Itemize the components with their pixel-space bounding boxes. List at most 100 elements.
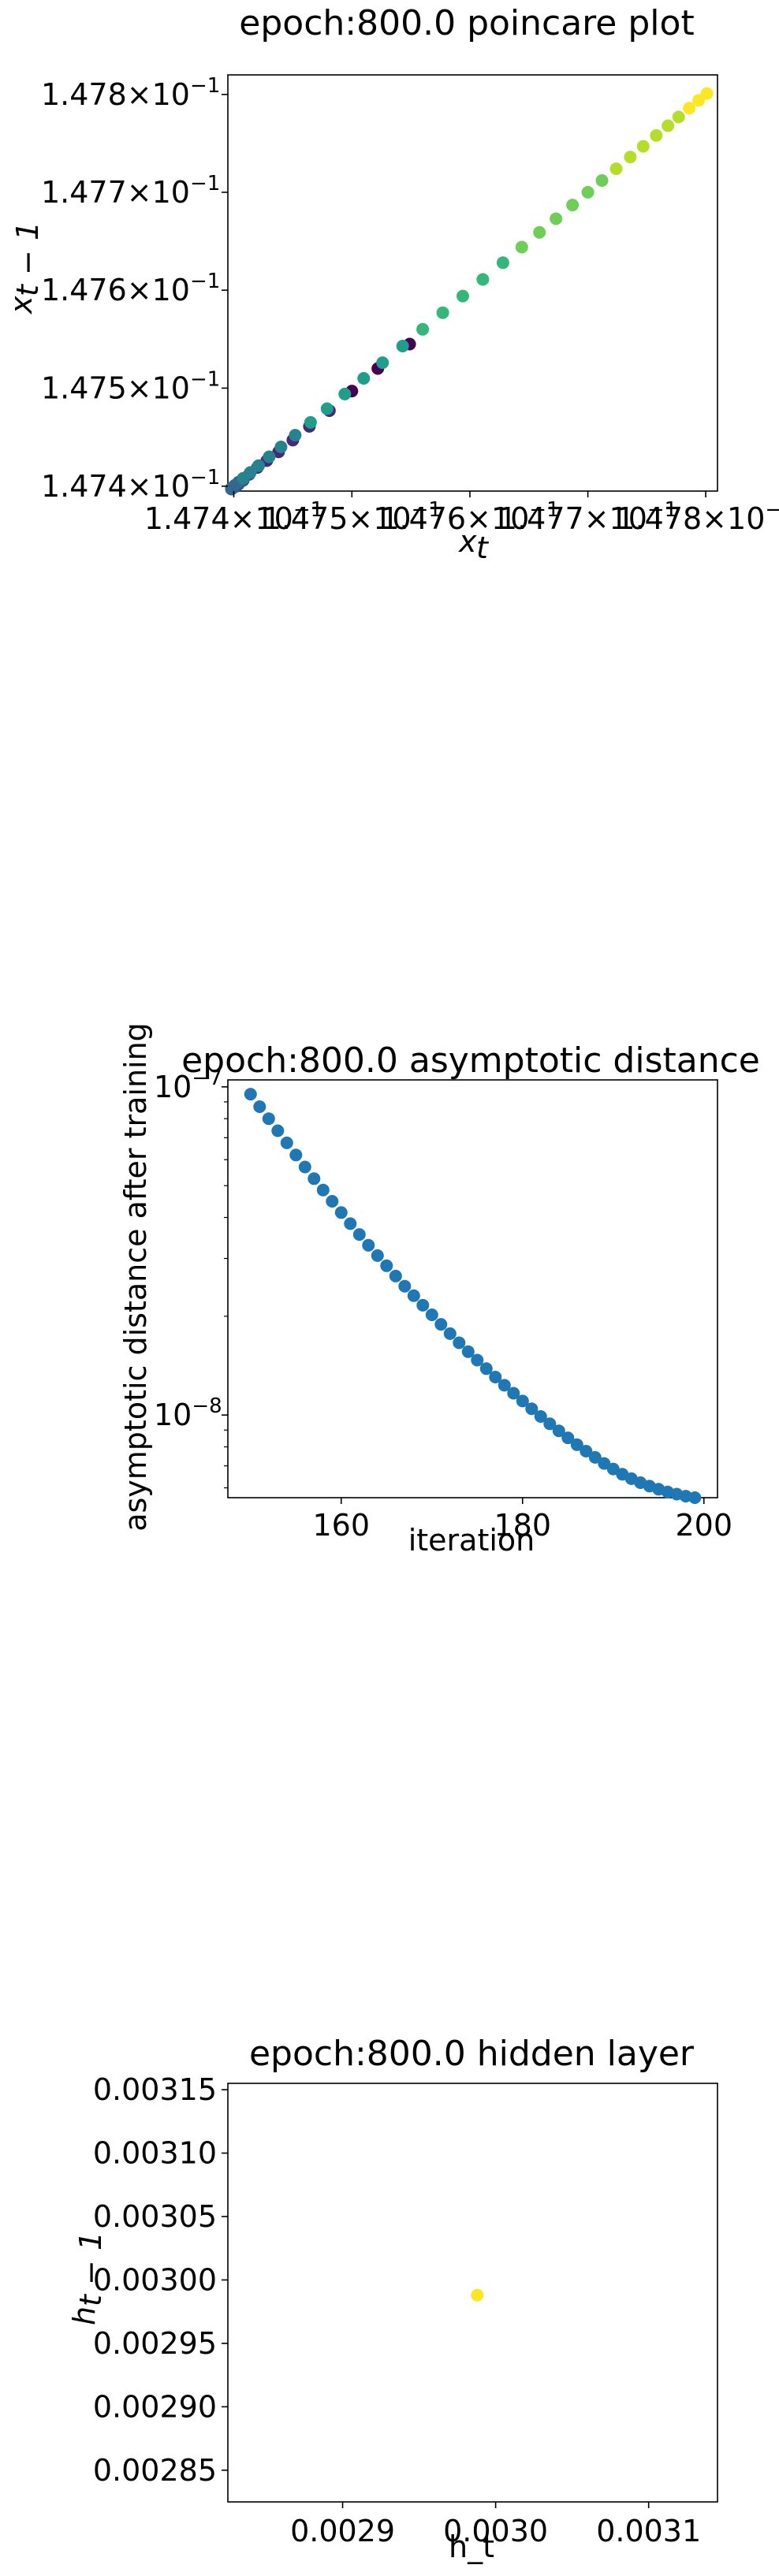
data-point [700,87,714,100]
x-tick-exponent: −1 [529,498,559,522]
data-point [476,273,490,286]
data-point [280,1136,293,1149]
x-tick-label: 0.0030 [443,2514,548,2548]
data-point [561,1431,575,1445]
data-point [688,1491,702,1504]
x-tick-exponent: −1 [293,498,323,522]
data-point [672,110,685,124]
data-point [581,185,594,199]
data-point [389,1269,402,1282]
data-point [308,1172,321,1186]
data-point [598,1457,611,1470]
data-point [357,372,371,385]
data-point [496,256,509,270]
data-point [244,466,257,479]
plot-frame [227,2083,718,2503]
data-point [338,387,352,400]
y-tick-label: 1.476×10−1 [41,270,220,307]
x-tick-label: 200 [675,1508,732,1543]
data-point [252,459,265,472]
data-point [662,119,675,132]
x-axis-ticks: 0.0029 0.0030 0.0031 [290,2502,701,2548]
data-point [507,1387,520,1400]
x-axis-label-main: x [458,524,477,559]
data-point [588,1450,602,1464]
scatter-points [225,87,714,496]
y-tick-label: 0.00305 [93,2199,217,2234]
data-point [609,162,623,176]
data-point [516,1394,529,1408]
y-tick-exponent: −1 [190,466,220,490]
data-point [416,322,430,336]
data-point [326,1195,339,1208]
data-point [636,140,650,153]
y-tick-exponent: −1 [190,270,220,293]
y-axis-label-main: x [4,296,39,315]
data-point [443,1327,457,1340]
data-point [425,1308,438,1321]
y-tick-label: 0.00290 [93,2389,217,2424]
y-tick-label: 0.00310 [93,2136,217,2171]
data-point [566,199,580,212]
plot-frame [227,74,718,492]
y-tick-label: 0.00300 [93,2262,217,2297]
data-point [407,1289,420,1302]
x-axis-ticks: 160 180 200 [312,1498,732,1543]
data-point [534,1410,547,1423]
data-point [253,1100,266,1113]
data-point [304,415,317,429]
data-point [595,174,609,187]
data-point [274,441,288,453]
data-point [471,1353,484,1367]
x-tick-label: 1.478×10−1 [616,498,779,536]
data-point [352,1228,366,1241]
data-point [371,1249,384,1262]
data-point [263,450,276,463]
data-point [461,1345,475,1358]
data-point [334,1206,348,1219]
x-tick-label: 160 [312,1508,370,1543]
data-point [550,212,563,225]
chart-title: epoch:800.0 hidden layer [249,2034,695,2074]
x-axis-label: iteration [408,1523,535,1558]
poincare-chart: epoch:800.0 poincare plot 1.474×10−1 1.47… [4,3,779,565]
data-point [570,1438,583,1451]
scatter-points [471,2288,484,2302]
y-tick-label: 1.475×10−1 [41,367,220,405]
chart-title: epoch:800.0 asymptotic distance [181,1040,760,1081]
x-tick-label: 0.0029 [290,2514,395,2548]
data-point [498,1379,511,1392]
y-axis-label: x t − 1 [4,221,45,315]
x-axis-label-sub: t [476,530,490,565]
x-axis-label: x t [458,524,490,565]
x-axis-ticks: 1.474×10−11.475×10−11.476×10−11.477×10−1… [144,491,779,536]
data-point [479,1362,493,1375]
data-point [416,1298,430,1312]
chart-title: epoch:800.0 poincare plot [239,3,694,43]
y-tick-label: 10−7 [154,1067,222,1104]
y-axis-label: asymptotic distance after training [118,1025,153,1532]
data-point [271,1124,285,1137]
y-tick-label: 1.478×10−1 [41,74,220,112]
y-tick-exponent: −7 [192,1067,222,1090]
data-point [244,1088,257,1101]
y-axis-label-main: h [67,2306,102,2325]
y-tick-label: 0.00295 [93,2326,217,2361]
data-point [580,1445,593,1457]
data-point [692,94,706,107]
x-tick-label: 0.0031 [596,2514,701,2548]
data-point [316,1183,330,1197]
y-axis-minor-ticks [224,1101,228,1489]
data-point [624,151,637,164]
data-point [683,102,696,115]
data-point [436,306,449,319]
data-point [533,225,546,239]
data-point [396,340,409,352]
plot-frame [227,1079,718,1498]
x-tick-exponent: −1 [412,498,442,522]
data-point [525,1402,539,1416]
y-axis-ticks: 0.00285 0.00290 0.00295 0.00300 0.00305 0.003… [93,2072,228,2488]
data-point [362,1238,375,1252]
y-tick-exponent: −1 [190,367,220,391]
data-point [434,1318,448,1331]
